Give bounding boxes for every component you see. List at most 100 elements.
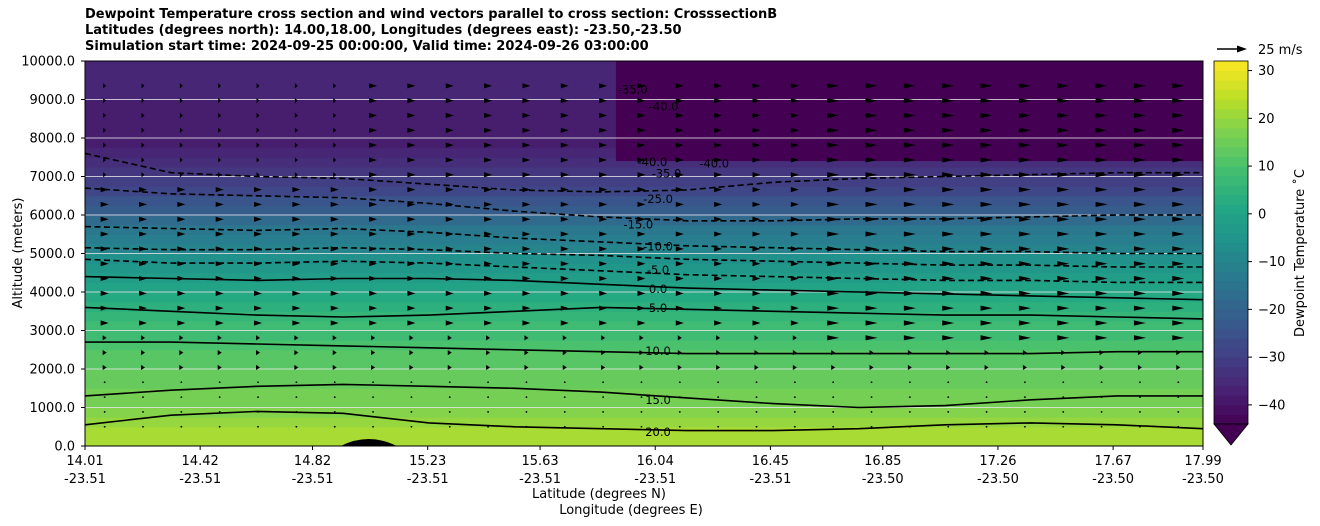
wind-vector	[1024, 411, 1026, 413]
colorbar-band	[1214, 118, 1248, 129]
wind-vector	[1139, 381, 1141, 384]
wind-vector	[100, 320, 109, 326]
wind-vector	[522, 305, 531, 311]
wind-vector	[256, 172, 260, 178]
contour-label: -40.0	[649, 100, 679, 114]
colorbar-band	[1214, 338, 1248, 349]
colorbar-band	[1214, 232, 1248, 243]
y-tick-label: 10000.0	[21, 55, 75, 70]
wind-vector	[714, 201, 723, 208]
wind-vector	[1018, 112, 1031, 119]
colorbar-band	[1214, 156, 1248, 167]
colorbar-band	[1214, 290, 1248, 301]
wind-vector	[942, 201, 955, 208]
wind-vector	[599, 112, 608, 119]
wind-vector	[560, 83, 569, 89]
wind-vector	[330, 231, 339, 237]
wind-vector	[177, 320, 186, 326]
wind-vector	[752, 216, 761, 222]
wind-vector	[1057, 275, 1070, 282]
wind-vector	[484, 172, 493, 178]
x-tick-label-lat: 16.04	[637, 454, 674, 469]
wind-vector	[865, 231, 878, 237]
wind-vector	[639, 335, 644, 341]
x-tick-label-lat: 15.23	[409, 454, 446, 469]
field-band	[85, 369, 1203, 380]
wind-vector	[141, 350, 146, 356]
wind-vector	[257, 396, 259, 399]
wind-vector	[1139, 425, 1141, 428]
wind-vector	[678, 425, 681, 428]
wind-vector	[903, 261, 916, 267]
field-band	[85, 176, 1203, 187]
x-axis: 14.01 -23.51 14.42 -23.51 14.82 -23.51 15.23 -2…	[64, 446, 1224, 487]
wind-vector	[139, 246, 148, 252]
wind-vector	[675, 320, 684, 326]
colorbar-band	[1214, 252, 1248, 263]
wind-vector	[793, 411, 796, 413]
wind-vector	[869, 364, 874, 371]
wind-vector	[103, 381, 106, 384]
wind-vector	[717, 396, 720, 399]
wind-vector	[903, 201, 916, 208]
wind-vector	[980, 83, 993, 89]
wind-vector	[827, 142, 840, 148]
wind-vector	[640, 381, 643, 384]
wind-vector	[1062, 411, 1065, 413]
wind-vector	[179, 112, 183, 119]
wind-vector	[942, 98, 955, 104]
wind-vector	[831, 350, 836, 356]
wind-vector	[714, 320, 723, 326]
wind-vector	[215, 261, 224, 267]
wind-vector	[1057, 186, 1070, 193]
wind-vector	[637, 142, 646, 148]
colorbar-band	[1214, 137, 1248, 148]
wind-vector	[103, 98, 107, 104]
wind-vector	[180, 396, 183, 399]
colorbar-band	[1214, 127, 1248, 138]
wind-vector	[447, 364, 452, 371]
wind-vector	[827, 246, 840, 252]
wind-vector	[790, 231, 799, 237]
field-band	[85, 205, 1203, 216]
wind-vector	[332, 350, 337, 356]
wind-vector	[980, 231, 993, 237]
wind-vector	[752, 112, 761, 119]
wind-vector	[903, 127, 916, 133]
wind-vector	[294, 98, 298, 104]
wind-vector	[487, 381, 489, 384]
field-band	[85, 330, 1203, 341]
wind-vector	[755, 396, 758, 399]
wind-vector	[180, 425, 183, 428]
colorbar-frame	[1213, 60, 1249, 425]
wind-vector	[407, 261, 416, 267]
wind-vector	[522, 320, 531, 326]
wind-vector	[562, 350, 567, 356]
wind-vector	[139, 290, 148, 296]
wind-vector	[179, 127, 183, 133]
wind-vector	[484, 305, 493, 311]
wind-vector	[445, 127, 454, 133]
wind-vector	[754, 364, 759, 371]
wind-vector	[103, 411, 106, 413]
wind-vector	[294, 172, 298, 178]
wind-vector	[484, 201, 493, 208]
wind-vector	[1095, 98, 1108, 104]
wind-vector	[560, 305, 569, 311]
wind-vector	[827, 290, 840, 296]
wind-vector	[675, 98, 684, 104]
wind-vector	[714, 112, 723, 119]
wind-vector	[180, 381, 183, 384]
wind-vector	[560, 127, 569, 133]
wind-vector	[218, 381, 221, 384]
wind-vector	[179, 157, 183, 163]
wind-vector	[832, 411, 835, 413]
wind-vector	[903, 142, 916, 148]
wind-vector	[141, 172, 145, 178]
wind-vector	[180, 411, 183, 413]
wind-vector	[1057, 98, 1070, 104]
wind-vector	[256, 335, 261, 341]
wind-vector	[522, 142, 531, 148]
wind-vector	[716, 350, 721, 356]
wind-vector	[714, 246, 723, 252]
